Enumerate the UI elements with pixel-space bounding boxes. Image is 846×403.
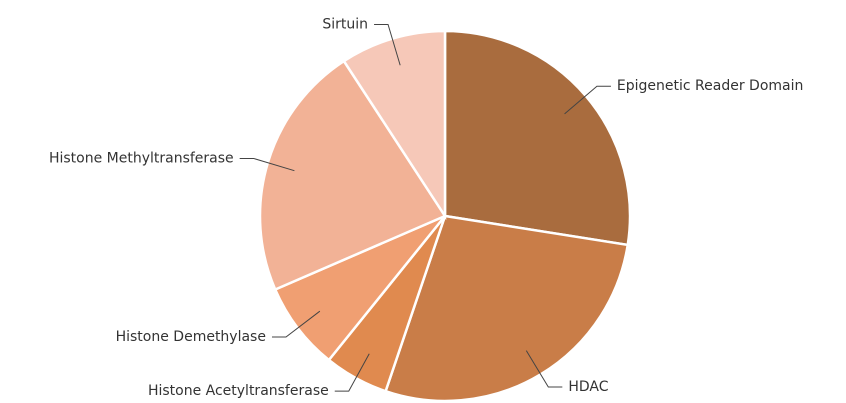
slice-label: HDAC <box>568 379 608 395</box>
leader-line <box>239 157 295 172</box>
pie-slice <box>443 29 632 247</box>
slice-label: Histone Methyltransferase <box>49 150 234 166</box>
slice-label: Epigenetic Reader Domain <box>617 78 803 94</box>
leader-line <box>564 85 611 115</box>
slice-label: Histone Demethylase <box>116 329 266 345</box>
leader-line <box>374 23 401 66</box>
slice-label: Histone Acetyltransferase <box>148 383 329 399</box>
leader-line <box>271 310 321 338</box>
leader-line <box>334 353 370 392</box>
slice-label: Sirtuin <box>322 16 368 32</box>
leader-line <box>525 350 563 388</box>
